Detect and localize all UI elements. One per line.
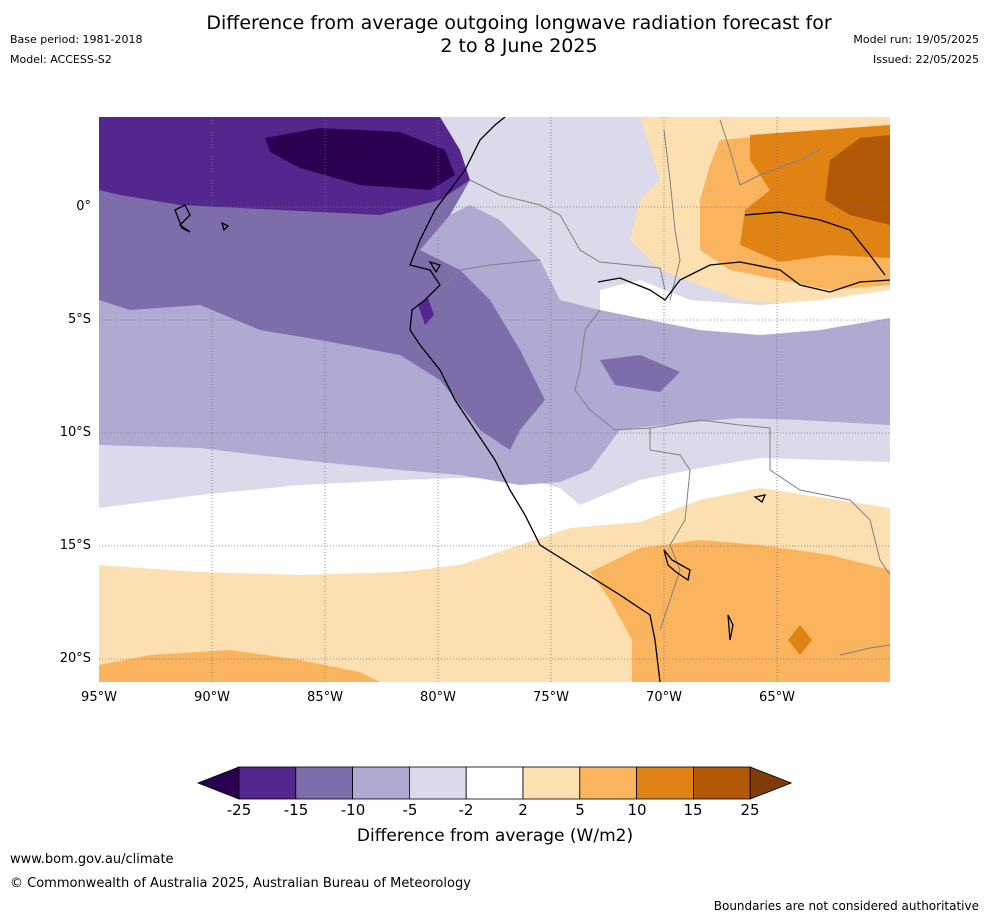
- colorbar-tick: -25: [226, 801, 252, 819]
- anomaly-negative-25-15: [265, 128, 455, 190]
- base-period: Base period: 1981-2018: [10, 33, 143, 46]
- colorbar-tick: 2: [518, 801, 528, 819]
- colorbar-tick: -15: [283, 801, 309, 819]
- colorbar-segment: [352, 766, 410, 800]
- colorbar-tick: 5: [575, 801, 585, 819]
- colorbar-title: Difference from average (W/m2): [356, 826, 634, 846]
- colorbar-segment: [465, 766, 524, 800]
- lon-label-90w: 90°W: [194, 690, 230, 705]
- anomaly-positive-10-15-south: [788, 625, 812, 655]
- colorbar-tick: -5: [402, 801, 418, 819]
- lat-label-10s: 10°S: [59, 425, 91, 440]
- anomaly-positive-5-10-southwest: [99, 650, 380, 682]
- graticule: [99, 117, 890, 682]
- issued-date: Issued: 22/05/2025: [872, 53, 979, 66]
- lon-label-70w: 70°W: [646, 690, 682, 705]
- lon-label-95w: 95°W: [81, 690, 117, 705]
- colorbar: [196, 766, 793, 800]
- colorbar-segment: [295, 766, 353, 800]
- coastline: [174, 117, 890, 682]
- lat-label-20s: 20°S: [59, 651, 91, 666]
- map-plot-area: [99, 117, 890, 682]
- colorbar-tick: 15: [683, 801, 703, 819]
- colorbar-segment: [238, 766, 297, 800]
- anomaly-patch-interior: [600, 355, 680, 392]
- colorbar-segment: [522, 766, 581, 800]
- colorbar-tick: -10: [340, 801, 366, 819]
- anomaly-positive-5-10-south: [590, 540, 890, 682]
- colorbar-tick: 25: [740, 801, 760, 819]
- colorbar-tick: -2: [458, 801, 474, 819]
- colorbar-segment: [636, 766, 694, 800]
- country-borders: [439, 119, 890, 656]
- colorbar-extend-max: [749, 766, 793, 800]
- colorbar-extend-min: [196, 766, 240, 800]
- lon-label-85w: 85°W: [307, 690, 343, 705]
- anomaly-positive-15-25-north: [825, 135, 890, 225]
- lon-label-65w: 65°W: [759, 690, 795, 705]
- meta-left: Base period: 1981-2018 Model: ACCESS-S2: [10, 33, 142, 73]
- boundaries-disclaimer: Boundaries are not considered authoritat…: [713, 899, 979, 913]
- lon-label-80w: 80°W: [420, 690, 456, 705]
- anomaly-neutral-patch-east: [600, 280, 890, 335]
- lat-label-0: 0°: [76, 199, 91, 214]
- anomaly-patch-coastal: [418, 298, 434, 325]
- lat-label-15s: 15°S: [59, 538, 91, 553]
- map-title: Difference from average outgoing longwav…: [160, 12, 878, 58]
- meta-right: Model run: 19/05/2025 Issued: 22/05/2025: [853, 33, 979, 73]
- website-link[interactable]: www.bom.gov.au/climate: [10, 852, 174, 867]
- colorbar-segment: [408, 766, 467, 800]
- colorbar-tick: 10: [627, 801, 647, 819]
- lon-label-75w: 75°W: [533, 690, 569, 705]
- colorbar-segment: [579, 766, 637, 800]
- lat-label-5s: 5°S: [67, 312, 91, 327]
- copyright-notice: © Commonwealth of Australia 2025, Austra…: [10, 876, 471, 891]
- title-line-1: Difference from average outgoing longwav…: [206, 12, 832, 34]
- model-run: Model run: 19/05/2025: [853, 33, 979, 46]
- colorbar-segment: [693, 766, 751, 800]
- title-line-2: 2 to 8 June 2025: [440, 35, 598, 57]
- anomaly-neutral-band: [99, 458, 890, 575]
- anomaly-negative-10-5: [99, 130, 545, 450]
- model-name: Model: ACCESS-S2: [10, 53, 112, 66]
